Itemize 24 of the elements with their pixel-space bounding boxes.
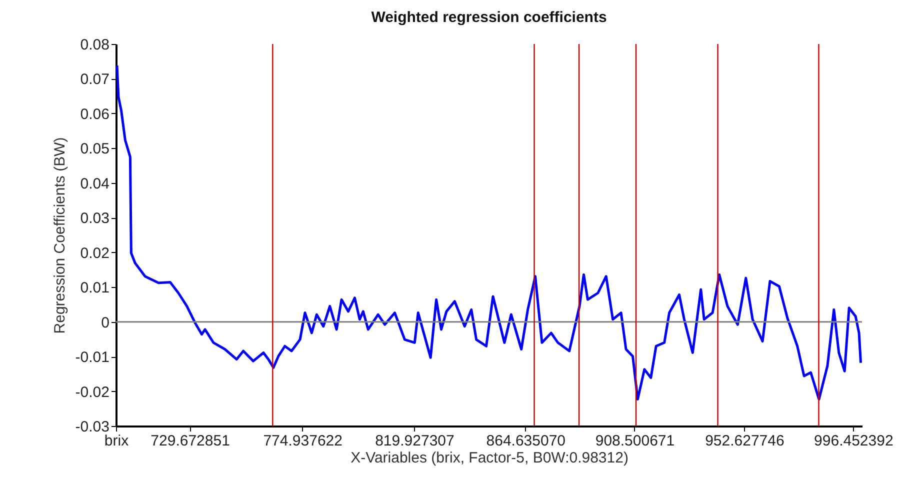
y-tick-label: 0 xyxy=(101,314,110,332)
line-series xyxy=(116,64,862,401)
x-tick-label: brix xyxy=(104,432,130,450)
y-tick-label: 0.07 xyxy=(80,71,110,88)
x-tick-label: 908.500671 xyxy=(595,432,675,450)
y-axis-title: Regression Coefficients (BW) xyxy=(51,137,68,334)
x-tick-label: 952.627746 xyxy=(705,432,784,450)
y-tick-label: 0.04 xyxy=(80,175,110,192)
x-tick-label: 729.672851 xyxy=(150,432,230,450)
y-tick-label: 0.06 xyxy=(80,106,110,123)
y-tick-label: 0.05 xyxy=(80,140,110,158)
y-tick-label: 0.02 xyxy=(80,244,110,262)
y-tick-label: -0.03 xyxy=(75,418,110,436)
y-tick-label: 0.03 xyxy=(80,210,110,228)
x-tick-label: 774.937622 xyxy=(263,432,342,450)
x-tick-label: 996.452392 xyxy=(814,432,894,450)
y-tick-label: 0.01 xyxy=(80,280,110,297)
y-tick-label: -0.01 xyxy=(75,349,110,366)
y-tick-label: 0.08 xyxy=(80,36,110,54)
x-tick-label: 864.635070 xyxy=(486,432,566,450)
chart-title: Weighted regression coefficients xyxy=(371,9,607,26)
x-tick-label: 819.927307 xyxy=(375,432,454,450)
y-tick-label: -0.02 xyxy=(75,384,110,401)
x-axis-title: X-Variables (brix, Factor-5, B0W:0.98312) xyxy=(350,450,628,466)
